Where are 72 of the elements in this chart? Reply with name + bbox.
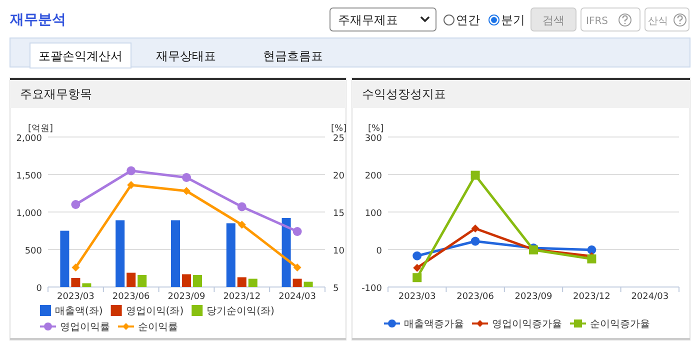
point xyxy=(470,236,480,246)
y2-tick-label: 10 xyxy=(333,246,345,256)
x-tick-label: 2023/09 xyxy=(168,292,206,302)
bar xyxy=(282,218,291,287)
point xyxy=(587,254,596,264)
y2-tick-label: 25 xyxy=(333,134,344,144)
point xyxy=(293,264,302,272)
y-tick-label: 200 xyxy=(364,172,382,182)
point xyxy=(238,220,246,229)
legend-label: 순이익률 xyxy=(138,322,178,333)
y2-tick-label: 5 xyxy=(333,284,339,294)
point xyxy=(471,224,480,232)
bar xyxy=(82,283,92,287)
point xyxy=(237,202,246,212)
x-tick-label: 2023/06 xyxy=(112,292,150,302)
y-tick-label: 1,000 xyxy=(16,209,42,219)
y2-axis-title: [%] xyxy=(331,124,347,134)
legend-label: 영업이익(좌) xyxy=(126,306,184,317)
y-tick-label: 300 xyxy=(364,134,382,144)
point xyxy=(72,264,80,272)
bar xyxy=(116,220,125,287)
x-tick-label: 2024/03 xyxy=(631,292,669,302)
x-tick-label: 2023/09 xyxy=(514,292,552,302)
bar xyxy=(248,278,258,287)
y-tick-label: -100 xyxy=(362,284,382,294)
y-tick-label: 100 xyxy=(364,209,382,219)
bar xyxy=(126,272,136,287)
bar xyxy=(226,223,236,287)
y-axis-title: [억원] xyxy=(28,124,54,134)
point xyxy=(412,273,422,282)
legend-label: 당기순이익(좌) xyxy=(206,306,275,317)
x-tick-label: 2023/12 xyxy=(573,292,610,302)
bar xyxy=(292,278,302,287)
chart-title: 수익성장성지표 xyxy=(362,87,446,101)
point xyxy=(412,251,422,260)
point xyxy=(127,181,136,189)
y2-tick-label: 20 xyxy=(333,172,345,182)
legend-label: 매출액증가율 xyxy=(404,319,464,330)
y-tick-label: 0 xyxy=(36,284,42,294)
y-tick-label: 0 xyxy=(376,246,382,256)
legend-label: 순이익증가율 xyxy=(590,319,650,330)
x-tick-label: 2024/03 xyxy=(278,292,316,302)
point xyxy=(71,200,80,209)
point xyxy=(470,170,480,180)
point xyxy=(126,166,136,176)
chart-title: 주요재무항목 xyxy=(20,87,92,101)
bar xyxy=(182,274,191,287)
bar xyxy=(237,277,246,287)
point xyxy=(182,187,190,195)
legend-label: 영업이익률 xyxy=(60,322,110,333)
x-tick-label: 2023/03 xyxy=(398,292,436,302)
y-tick-label: 1,500 xyxy=(16,172,42,182)
x-tick-label: 2023/12 xyxy=(223,292,261,302)
bar xyxy=(193,275,202,287)
bar xyxy=(60,230,70,287)
y-tick-label: 2,000 xyxy=(16,134,42,144)
x-tick-label: 2023/06 xyxy=(456,292,494,302)
legend-label: 매출액(좌) xyxy=(55,306,103,317)
y-tick-label: 500 xyxy=(24,246,42,256)
point xyxy=(182,173,191,182)
point xyxy=(413,264,422,272)
legend-label: 영업이익증가율 xyxy=(492,319,562,330)
x-tick-label: 2023/03 xyxy=(57,292,94,302)
point xyxy=(587,245,596,254)
bar xyxy=(71,278,80,287)
y-axis-title: [%] xyxy=(368,124,384,134)
bar xyxy=(304,282,313,287)
point xyxy=(292,227,302,236)
bar xyxy=(171,220,180,287)
page-controls: 재무분석 주재무제표 연간 분기 검색 IFRS 산식 포괄손익계산서 재무상태표 현금흐름표 xyxy=(10,8,690,68)
bar xyxy=(138,275,147,287)
y2-tick-label: 15 xyxy=(333,209,344,219)
